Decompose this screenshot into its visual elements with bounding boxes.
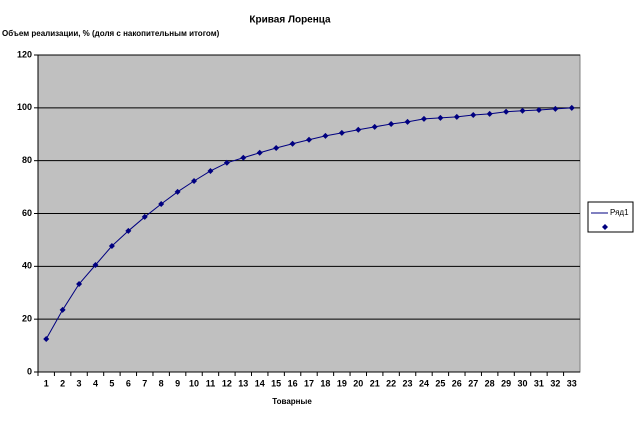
point-marker — [404, 118, 411, 125]
x-tick-label: 2 — [60, 378, 65, 388]
x-tick-label: 15 — [271, 378, 281, 388]
x-tick-label: 27 — [468, 378, 478, 388]
x-tick-label: 25 — [435, 378, 445, 388]
x-tick-label: 22 — [386, 378, 396, 388]
x-tick-label: 6 — [126, 378, 131, 388]
point-marker — [141, 213, 148, 220]
x-tick-label: 24 — [419, 378, 429, 388]
x-tick-label: 5 — [109, 378, 114, 388]
point-marker — [371, 123, 378, 130]
point-marker — [125, 227, 132, 234]
x-tick-label: 21 — [370, 378, 380, 388]
point-marker — [503, 108, 510, 115]
point-marker — [108, 242, 115, 249]
x-axis-label: Товарные — [272, 397, 312, 406]
point-marker — [43, 335, 50, 342]
x-tick-label: 11 — [206, 378, 216, 388]
x-tick-label: 16 — [288, 378, 298, 388]
y-tick-label: 80 — [22, 155, 32, 165]
x-tick-label: 7 — [142, 378, 147, 388]
y-tick-label: 0 — [27, 366, 32, 376]
x-tick-label: 23 — [403, 378, 413, 388]
point-marker — [568, 104, 575, 111]
y-tick-label: 100 — [17, 102, 32, 112]
legend-marker — [602, 224, 608, 230]
x-tick-label: 28 — [485, 378, 495, 388]
point-marker — [191, 178, 198, 185]
x-tick-label: 20 — [353, 378, 363, 388]
y-tick-label: 120 — [17, 49, 32, 59]
y-tick-label: 60 — [22, 208, 32, 218]
y-tick-label: 20 — [22, 314, 32, 324]
point-marker — [306, 136, 312, 143]
x-tick-label: 32 — [550, 378, 560, 388]
point-marker — [453, 113, 460, 120]
x-tick-label: 1 — [44, 378, 49, 388]
point-marker — [59, 306, 66, 313]
x-tick-label: 12 — [222, 378, 232, 388]
x-tick-label: 13 — [238, 378, 248, 388]
x-tick-label: 10 — [189, 378, 199, 388]
point-marker — [174, 188, 181, 195]
x-tick-label: 3 — [77, 378, 82, 388]
point-marker — [519, 107, 526, 114]
legend-label: Ряд1 — [610, 208, 629, 217]
point-marker — [552, 105, 559, 112]
x-tick-label: 19 — [337, 378, 347, 388]
x-tick-label: 33 — [567, 378, 577, 388]
point-marker — [158, 200, 165, 207]
x-tick-label: 8 — [159, 378, 164, 388]
x-tick-label: 30 — [518, 378, 528, 388]
point-marker — [273, 144, 280, 151]
point-marker — [256, 149, 263, 156]
x-tick-label: 14 — [255, 378, 265, 388]
chart-title: Кривая Лоренца — [249, 15, 331, 26]
x-tick-label: 4 — [93, 378, 98, 388]
legend-box — [587, 201, 634, 233]
point-marker — [207, 167, 214, 174]
point-marker — [486, 110, 493, 117]
x-tick-label: 18 — [320, 378, 330, 388]
point-marker — [437, 114, 444, 121]
point-marker — [223, 159, 230, 166]
point-marker — [355, 126, 362, 133]
point-marker — [388, 120, 395, 127]
x-tick-label: 9 — [175, 378, 180, 388]
point-marker — [240, 154, 247, 161]
x-tick-label: 29 — [501, 378, 511, 388]
point-marker — [289, 140, 296, 147]
point-marker — [76, 281, 83, 288]
y-axis-label: Объем реализации, % (доля с накопительны… — [2, 29, 220, 38]
point-marker — [420, 115, 427, 122]
point-marker — [322, 132, 329, 139]
point-marker — [92, 262, 99, 269]
y-tick-label: 40 — [22, 261, 32, 271]
point-marker — [470, 111, 477, 118]
point-marker — [535, 106, 542, 113]
x-tick-label: 31 — [534, 378, 544, 388]
point-marker — [338, 129, 345, 136]
x-tick-label: 26 — [452, 378, 462, 388]
x-tick-label: 17 — [304, 378, 314, 388]
